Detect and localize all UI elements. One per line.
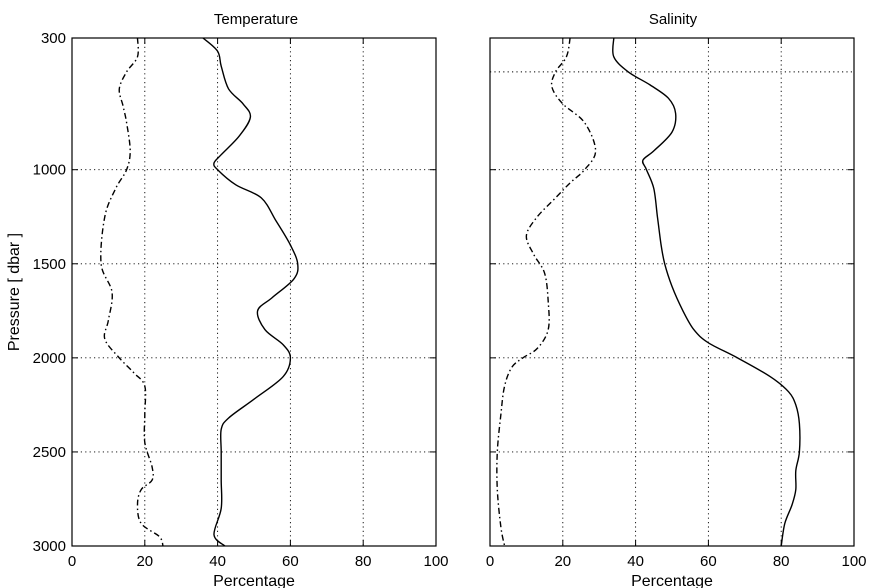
salinity-xtick-label: 0 [486, 553, 494, 570]
salinity-panel: Salinity 0 20 40 60 80 100 Percentage [486, 11, 867, 588]
salinity-xlabel: Percentage [631, 573, 713, 588]
salinity-xtick-label: 40 [627, 553, 644, 570]
temperature-series-solid-line [202, 37, 299, 547]
temperature-ytick-label: 2500 [33, 444, 66, 461]
temperature-axes-frame [71, 37, 437, 547]
temperature-ytick-label: 1000 [33, 162, 66, 179]
temperature-ticks: 0 20 40 60 80 100 300 1000 1500 2000 2500 3000 [33, 30, 449, 570]
temperature-series-dashdot-line [100, 37, 164, 547]
temperature-xtick-label: 40 [209, 553, 226, 570]
salinity-grid [490, 38, 854, 546]
temperature-xtick-label: 100 [423, 553, 448, 570]
salinity-xtick-label: 60 [700, 553, 717, 570]
salinity-xtick-label: 20 [554, 553, 571, 570]
salinity-lines [496, 37, 801, 547]
temperature-xtick-label: 60 [282, 553, 299, 570]
salinity-series-solid-line [612, 37, 801, 547]
temperature-grid [72, 38, 436, 546]
temperature-ylabel: Pressure [ dbar ] [6, 233, 23, 351]
salinity-ticks: 0 20 40 60 80 100 [486, 37, 867, 570]
temperature-xtick-label: 80 [355, 553, 372, 570]
temperature-ytick-label: 3000 [33, 538, 66, 555]
temperature-ytick-label: 300 [41, 30, 66, 47]
temperature-ytick-label: 2000 [33, 350, 66, 367]
salinity-xtick-label: 100 [841, 553, 866, 570]
temperature-panel: Temperature 0 20 40 60 80 100 300 1000 1500 2000 2… [6, 11, 449, 588]
temperature-ytick-label: 1500 [33, 256, 66, 273]
salinity-xtick-label: 80 [773, 553, 790, 570]
temperature-xtick-label: 0 [68, 553, 76, 570]
temperature-xtick-label: 20 [136, 553, 153, 570]
salinity-title: Salinity [649, 11, 698, 28]
temperature-xlabel: Percentage [213, 573, 295, 588]
temperature-title: Temperature [214, 11, 298, 28]
salinity-series-dashdot-line [496, 37, 597, 547]
temperature-lines [100, 37, 299, 547]
salinity-axes-frame [489, 37, 855, 547]
